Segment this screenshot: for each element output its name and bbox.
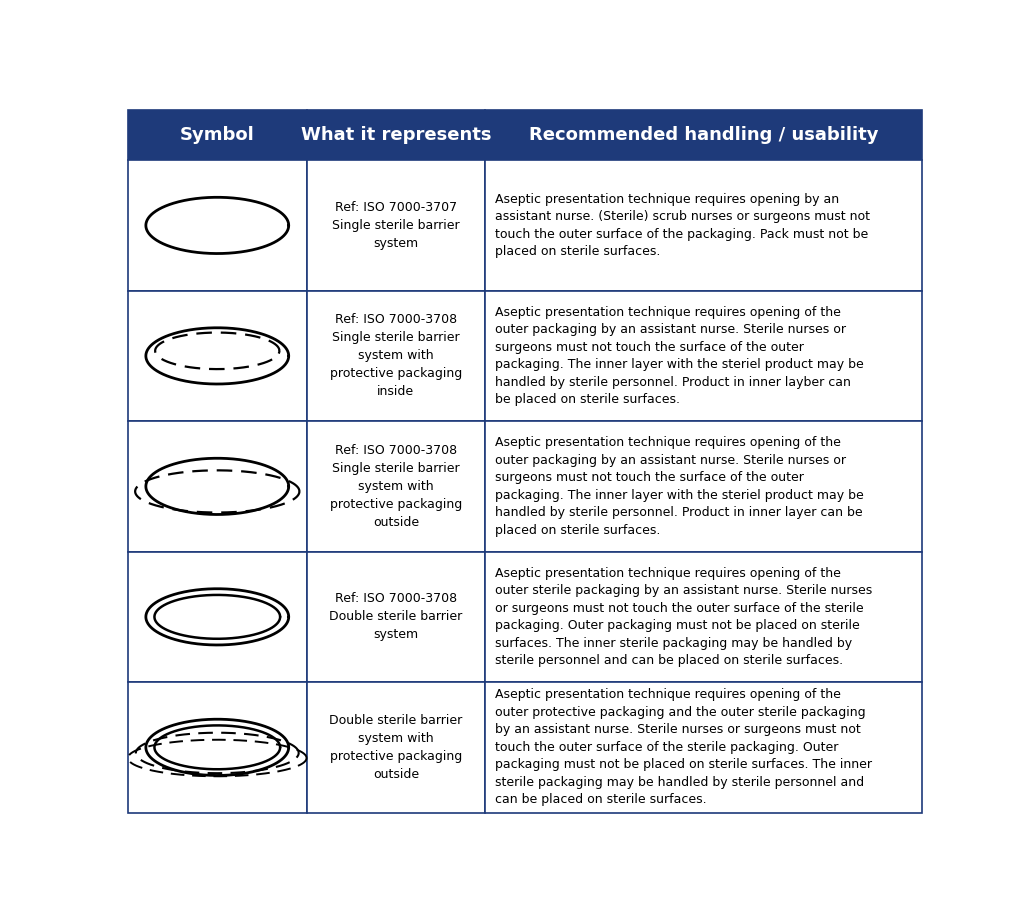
Text: Ref: ISO 7000-3708
Double sterile barrier
system: Ref: ISO 7000-3708 Double sterile barrie… — [329, 593, 463, 641]
Text: Ref: ISO 7000-3708
Single sterile barrier
system with
protective packaging
insid: Ref: ISO 7000-3708 Single sterile barrie… — [330, 313, 462, 398]
Text: Symbol: Symbol — [180, 126, 255, 144]
Text: Aseptic presentation technique requires opening of the
outer packaging by an ass: Aseptic presentation technique requires … — [496, 436, 864, 537]
FancyBboxPatch shape — [485, 682, 922, 813]
FancyBboxPatch shape — [306, 551, 485, 682]
FancyBboxPatch shape — [485, 290, 922, 421]
FancyBboxPatch shape — [306, 160, 485, 290]
FancyBboxPatch shape — [306, 110, 485, 160]
FancyBboxPatch shape — [485, 551, 922, 682]
Text: Ref: ISO 7000-3707
Single sterile barrier
system: Ref: ISO 7000-3707 Single sterile barrie… — [332, 201, 460, 250]
FancyBboxPatch shape — [128, 421, 306, 551]
FancyBboxPatch shape — [128, 160, 306, 290]
FancyBboxPatch shape — [306, 682, 485, 813]
Text: Aseptic presentation technique requires opening of the
outer sterile packaging b: Aseptic presentation technique requires … — [496, 567, 872, 667]
Text: Aseptic presentation technique requires opening of the
outer packaging by an ass: Aseptic presentation technique requires … — [496, 306, 864, 406]
FancyBboxPatch shape — [128, 290, 306, 421]
FancyBboxPatch shape — [128, 682, 306, 813]
Text: What it represents: What it represents — [301, 126, 492, 144]
Text: Double sterile barrier
system with
protective packaging
outside: Double sterile barrier system with prote… — [329, 714, 463, 781]
Text: Ref: ISO 7000-3708
Single sterile barrier
system with
protective packaging
outsi: Ref: ISO 7000-3708 Single sterile barrie… — [330, 444, 462, 529]
Text: Aseptic presentation technique requires opening of the
outer protective packagin: Aseptic presentation technique requires … — [496, 688, 872, 806]
FancyBboxPatch shape — [306, 290, 485, 421]
FancyBboxPatch shape — [128, 110, 306, 160]
FancyBboxPatch shape — [128, 551, 306, 682]
Text: Aseptic presentation technique requires opening by an
assistant nurse. (Sterile): Aseptic presentation technique requires … — [496, 193, 870, 258]
FancyBboxPatch shape — [485, 421, 922, 551]
FancyBboxPatch shape — [485, 160, 922, 290]
Text: Recommended handling / usability: Recommended handling / usability — [528, 126, 879, 144]
FancyBboxPatch shape — [485, 110, 922, 160]
FancyBboxPatch shape — [306, 421, 485, 551]
